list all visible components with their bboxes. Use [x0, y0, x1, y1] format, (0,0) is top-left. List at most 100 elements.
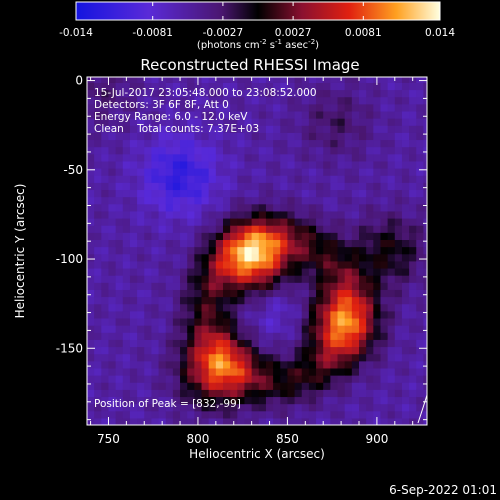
heatmap-cell	[165, 375, 174, 383]
heatmap-cell	[416, 125, 425, 133]
heatmap-cell	[323, 82, 331, 91]
heatmap-cell	[223, 77, 231, 83]
heatmap-cell	[287, 132, 296, 141]
heatmap-cell	[230, 110, 238, 119]
heatmap-cell	[165, 175, 174, 183]
heatmap-cell	[294, 260, 303, 269]
heatmap-cell	[165, 82, 174, 91]
peak-position-label: Position of Peak = [832,-99]	[94, 398, 241, 410]
heatmap-cell	[380, 175, 389, 183]
heatmap-cell	[359, 146, 367, 155]
heatmap-cell	[258, 225, 267, 233]
heatmap-cell	[280, 339, 289, 348]
heatmap-cell	[308, 317, 317, 326]
heatmap-cell	[351, 182, 360, 191]
heatmap-cell	[409, 89, 417, 98]
heatmap-cell	[308, 82, 317, 91]
heatmap-cell	[158, 410, 167, 419]
heatmap-cell	[208, 168, 217, 176]
heatmap-cell	[265, 153, 274, 162]
heatmap-cell	[244, 146, 253, 155]
heatmap-cell	[265, 189, 274, 198]
heatmap-cell	[208, 153, 217, 162]
heatmap-cell	[409, 282, 417, 290]
heatmap-cell	[359, 260, 367, 269]
heatmap-cell	[101, 325, 110, 333]
heatmap-cell	[87, 89, 95, 98]
heatmap-cell	[387, 125, 396, 133]
heatmap-cell	[237, 217, 246, 226]
heatmap-cell	[137, 118, 145, 126]
heatmap-cell	[366, 182, 374, 191]
heatmap-cell	[416, 346, 425, 355]
heatmap-cell	[129, 275, 138, 283]
heatmap-cell	[344, 382, 353, 390]
heatmap-cell	[187, 303, 195, 312]
heatmap-cell	[280, 96, 289, 105]
heatmap-cell	[409, 232, 417, 240]
heatmap-cell	[223, 296, 231, 305]
heatmap-cell	[359, 353, 367, 362]
heatmap-cell	[416, 289, 425, 298]
heatmap-cell	[401, 132, 410, 141]
heatmap-cell	[108, 225, 117, 233]
heatmap-cell	[273, 253, 281, 262]
heatmap-cell	[122, 89, 131, 98]
heatmap-cell	[387, 375, 396, 383]
heatmap-cell	[115, 175, 124, 183]
heatmap-cell	[122, 160, 131, 169]
heatmap-cell	[101, 346, 110, 355]
heatmap-cell	[308, 182, 317, 191]
heatmap-cell	[394, 310, 403, 319]
heatmap-cell	[194, 132, 203, 141]
heatmap-cell	[416, 160, 425, 169]
heatmap-cell	[316, 153, 324, 162]
heatmap-cell	[287, 303, 296, 312]
heatmap-cell	[237, 346, 246, 355]
heatmap-cell	[165, 403, 174, 412]
heatmap-cell	[330, 382, 339, 390]
heatmap-cell	[187, 118, 195, 126]
heatmap-cell	[287, 103, 296, 112]
heatmap-cell	[151, 317, 160, 326]
heatmap-cell	[94, 232, 102, 240]
heatmap-cell	[423, 325, 427, 333]
heatmap-cell	[308, 389, 317, 398]
heatmap-cell	[244, 389, 253, 398]
heatmap-cell	[129, 203, 138, 212]
heatmap-cell	[351, 260, 360, 269]
heatmap-cell	[115, 189, 124, 198]
heatmap-cell	[359, 275, 367, 283]
heatmap-cell	[158, 367, 167, 376]
heatmap-cell	[165, 132, 174, 141]
heatmap-cell	[165, 289, 174, 298]
heatmap-cell	[380, 96, 389, 105]
heatmap-cell	[101, 103, 110, 112]
heatmap-cell	[201, 189, 210, 198]
heatmap-cell	[330, 396, 339, 405]
heatmap-cell	[401, 396, 410, 405]
heatmap-cell	[187, 89, 195, 98]
heatmap-cell	[180, 189, 188, 198]
heatmap-cell	[351, 110, 360, 119]
heatmap-cell	[158, 89, 167, 98]
heatmap-cell	[187, 360, 195, 369]
heatmap-cell	[151, 410, 160, 419]
heatmap-cell	[137, 246, 145, 255]
heatmap-cell	[258, 189, 267, 198]
heatmap-cell	[394, 189, 403, 198]
heatmap-cell	[423, 275, 427, 283]
heatmap-cell	[144, 317, 153, 326]
heatmap-cell	[380, 375, 389, 383]
heatmap-cell	[244, 77, 253, 83]
heatmap-cell	[373, 396, 382, 405]
heatmap-cell	[115, 239, 124, 248]
heatmap-cell	[215, 77, 224, 83]
heatmap-cell	[251, 96, 260, 105]
heatmap-cell	[273, 175, 281, 183]
heatmap-cell	[359, 389, 367, 398]
heatmap-cell	[366, 239, 374, 248]
heatmap-cell	[366, 296, 374, 305]
heatmap-cell	[409, 353, 417, 362]
